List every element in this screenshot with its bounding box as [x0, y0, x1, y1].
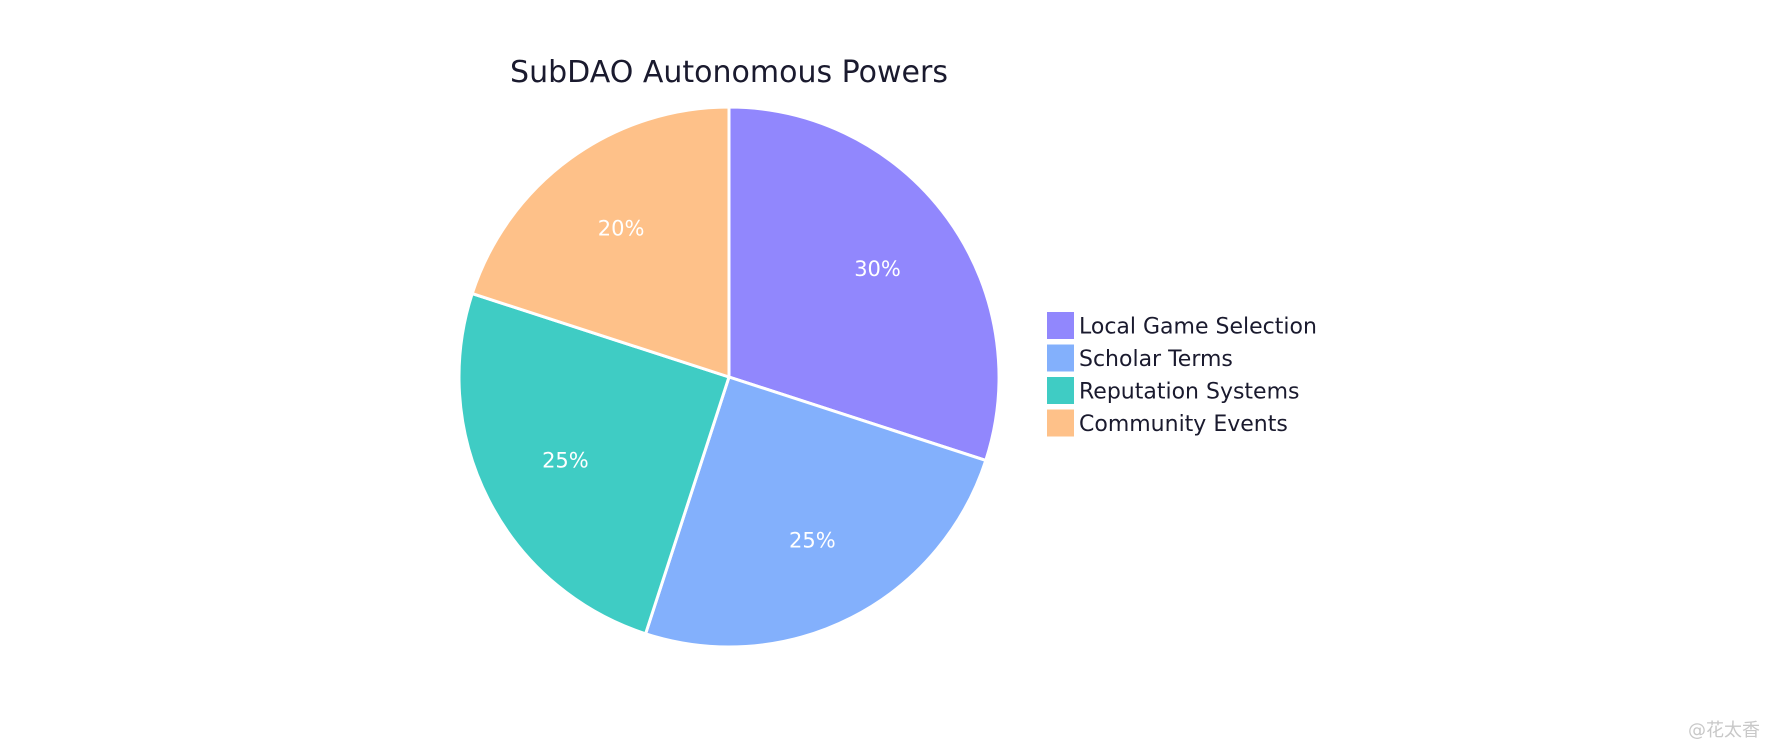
slice-percent-label: 20% — [598, 216, 645, 240]
legend-label: Local Game Selection — [1079, 315, 1317, 340]
legend-swatch — [1047, 409, 1074, 437]
pie-slice-labels: 30% 25% 25% 20% — [542, 216, 901, 552]
legend-label: Scholar Terms — [1079, 347, 1233, 372]
legend-item-local-game-selection[interactable]: Local Game Selection — [1047, 312, 1317, 340]
pie-slice-scholar-terms[interactable] — [644, 375, 988, 649]
legend-item-scholar-terms[interactable]: Scholar Terms — [1047, 344, 1233, 373]
watermark: @花太香 — [1688, 720, 1760, 741]
legend-swatch — [1047, 312, 1074, 339]
pie-slices — [457, 105, 1001, 649]
slice-percent-label: 30% — [854, 257, 901, 281]
legend-swatch — [1047, 377, 1074, 404]
legend-item-community-events[interactable]: Community Events — [1047, 409, 1288, 438]
pie-slice-reputation-systems[interactable] — [457, 292, 731, 636]
pie-slice-community-events[interactable] — [470, 105, 731, 379]
legend-label: Community Events — [1079, 412, 1288, 437]
pie-slice-local-game-selection[interactable] — [727, 105, 1001, 462]
legend-label: Reputation Systems — [1079, 380, 1299, 405]
slice-percent-label: 25% — [789, 529, 836, 553]
chart-title: SubDAO Autonomous Powers — [510, 55, 948, 90]
slice-percent-label: 25% — [542, 448, 589, 472]
legend-swatch — [1047, 344, 1074, 372]
legend: Local Game Selection Scholar Terms Reputat… — [1047, 312, 1317, 437]
legend-item-reputation-systems[interactable]: Reputation Systems — [1047, 377, 1299, 405]
